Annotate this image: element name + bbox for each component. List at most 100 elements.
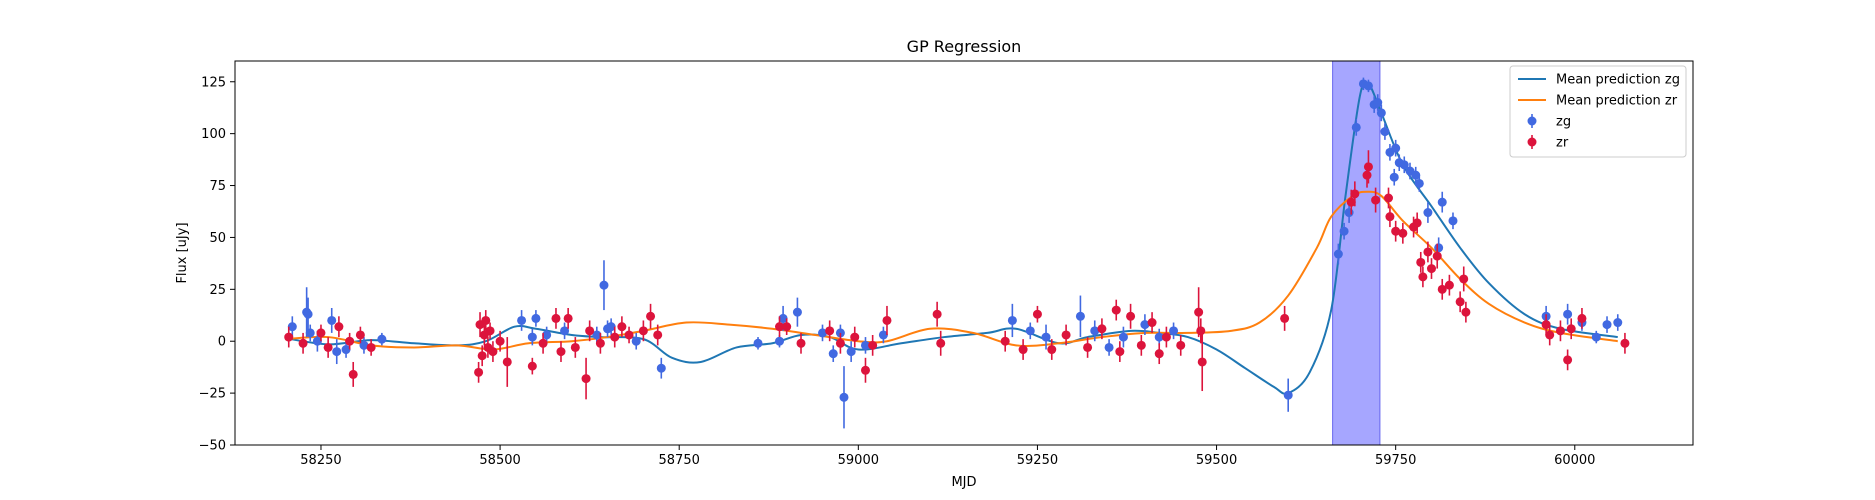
data-point [1280,313,1290,323]
data-point [1097,324,1107,334]
data-point [775,336,785,346]
y-tick-label: 25 [209,283,226,298]
data-point [606,322,616,332]
data-point [1346,197,1356,207]
data-point [348,369,358,379]
data-point [1032,309,1042,319]
data-point [1444,280,1454,290]
data-point [1411,170,1421,180]
data-point [538,338,548,348]
data-point [1283,390,1293,400]
data-point [312,336,322,346]
data-point [1363,81,1373,91]
data-point [585,326,595,336]
data-point [495,336,505,346]
data-point [1154,332,1164,342]
data-point [1007,315,1017,325]
data-point [1426,264,1436,274]
data-point [1373,98,1383,108]
plot-content [284,61,1630,445]
data-point [932,309,942,319]
data-point [1455,297,1465,307]
data-point [1414,178,1424,188]
y-axis: −50 −25 0 25 50 75 100 125 [199,75,235,454]
y-tick-label: −25 [199,387,226,402]
x-tick-label: 59750 [1375,453,1416,468]
data-point [1115,347,1125,357]
data-point [1555,326,1565,336]
data-point [1196,326,1206,336]
data-point [846,347,856,357]
data-point [631,336,641,346]
data-point [1344,208,1354,218]
data-point [1176,340,1186,350]
data-point [868,340,878,350]
legend: Mean prediction zg Mean prediction zr zg zr [1509,65,1687,158]
data-point [1384,193,1394,203]
data-point [527,332,537,342]
data-point [1459,274,1469,284]
data-point [327,315,337,325]
data-point [850,332,860,342]
x-tick-label: 58500 [479,453,520,468]
data-point [1154,349,1164,359]
data-point [796,338,806,348]
data-point [1380,127,1390,137]
data-point [377,334,387,344]
data-point [825,326,835,336]
legend-label: Mean prediction zg [1556,73,1680,88]
data-point [878,330,888,340]
y-axis-label: Flux [uJy] [175,222,190,283]
data-point [610,332,620,342]
data-point [1399,160,1409,170]
data-point [1111,305,1121,315]
data-point [303,309,313,319]
data-point [1018,345,1028,355]
data-point [345,336,355,346]
data-point [936,338,946,348]
y-tick-label: 50 [209,231,226,246]
data-point [1161,332,1171,342]
data-point [1083,342,1093,352]
data-point [617,322,627,332]
x-tick-label: 60000 [1554,453,1595,468]
data-point [1461,307,1471,317]
data-point [1448,216,1458,226]
data-point [1423,247,1433,257]
data-point [531,313,541,323]
data-point [1140,320,1150,330]
plot-frame [234,60,1694,446]
data-point [1363,162,1373,172]
data-point [1025,326,1035,336]
data-point [517,315,527,325]
data-point [284,332,294,342]
data-point [1047,345,1057,355]
x-tick-label: 59500 [1196,453,1237,468]
data-point [1118,332,1128,342]
data-point [1350,189,1360,199]
data-point [502,357,512,367]
data-point [778,313,788,323]
data-point [1147,318,1157,328]
data-point [316,328,326,338]
data-point [1362,170,1372,180]
data-point [1169,326,1179,336]
data-point [1591,332,1601,342]
data-point [782,322,792,332]
x-axis-label: MJD [951,475,976,490]
data-point [1398,228,1408,238]
data-point [1061,330,1071,340]
data-point [488,347,498,357]
legend-marker-swatch [1527,137,1537,147]
data-point [581,374,591,384]
legend-label: zr [1556,136,1569,151]
data-point [359,340,369,350]
data-point [570,342,580,352]
x-tick-label: 58750 [659,453,700,468]
legend-marker-swatch [1527,116,1537,126]
data-point [638,326,648,336]
data-point [1423,208,1433,218]
data-point [1566,324,1576,334]
data-point [1620,338,1630,348]
